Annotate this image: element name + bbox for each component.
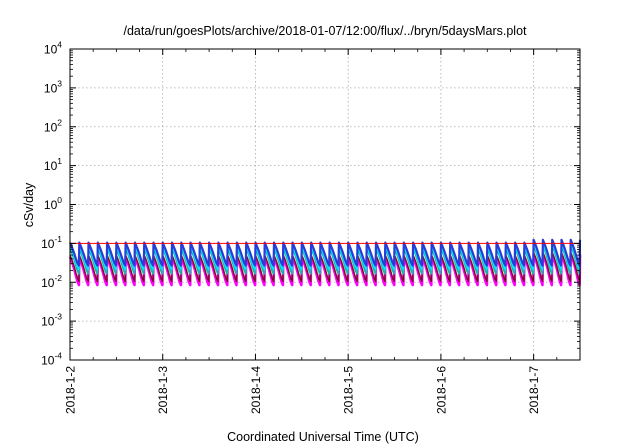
x-axis-label: Coordinated Universal Time (UTC) <box>227 430 419 444</box>
y-tick-label: 101 <box>44 156 62 173</box>
x-ticks: 2018-1-2 2018-1-3 2018-1-4 2018-1-5 2018-1-6… <box>64 49 581 414</box>
x-tick-label: 2018-1-7 <box>527 366 541 414</box>
y-tick-label: 10-4 <box>41 351 62 368</box>
series-lines <box>68 238 582 287</box>
y-ticks: 10-4 10-3 10-2 10-1 100 101 102 103 104 <box>41 40 580 368</box>
grid-lines <box>70 49 580 360</box>
chart-title: /data/run/goesPlots/archive/2018-01-07/1… <box>123 24 527 38</box>
y-tick-label: 102 <box>44 117 62 134</box>
series-line-2 <box>69 244 581 275</box>
x-tick-label: 2018-1-2 <box>64 366 78 414</box>
x-tick-label: 2018-1-5 <box>342 366 356 414</box>
y-tick-label: 10-2 <box>41 273 62 290</box>
x-tick-label: 2018-1-4 <box>249 366 263 414</box>
series-line-3 <box>69 242 581 271</box>
y-axis-label: cSv/day <box>22 182 36 227</box>
y-tick-label: 103 <box>44 78 62 95</box>
y-tick-label: 10-3 <box>41 312 62 329</box>
y-tick-label: 100 <box>44 195 62 212</box>
series-line-1 <box>69 251 581 283</box>
y-tick-label: 104 <box>44 40 62 57</box>
y-tick-label: 10-1 <box>41 234 62 251</box>
x-tick-label: 2018-1-3 <box>156 366 170 414</box>
series-line-4 <box>68 238 582 267</box>
x-tick-label: 2018-1-6 <box>434 366 448 414</box>
